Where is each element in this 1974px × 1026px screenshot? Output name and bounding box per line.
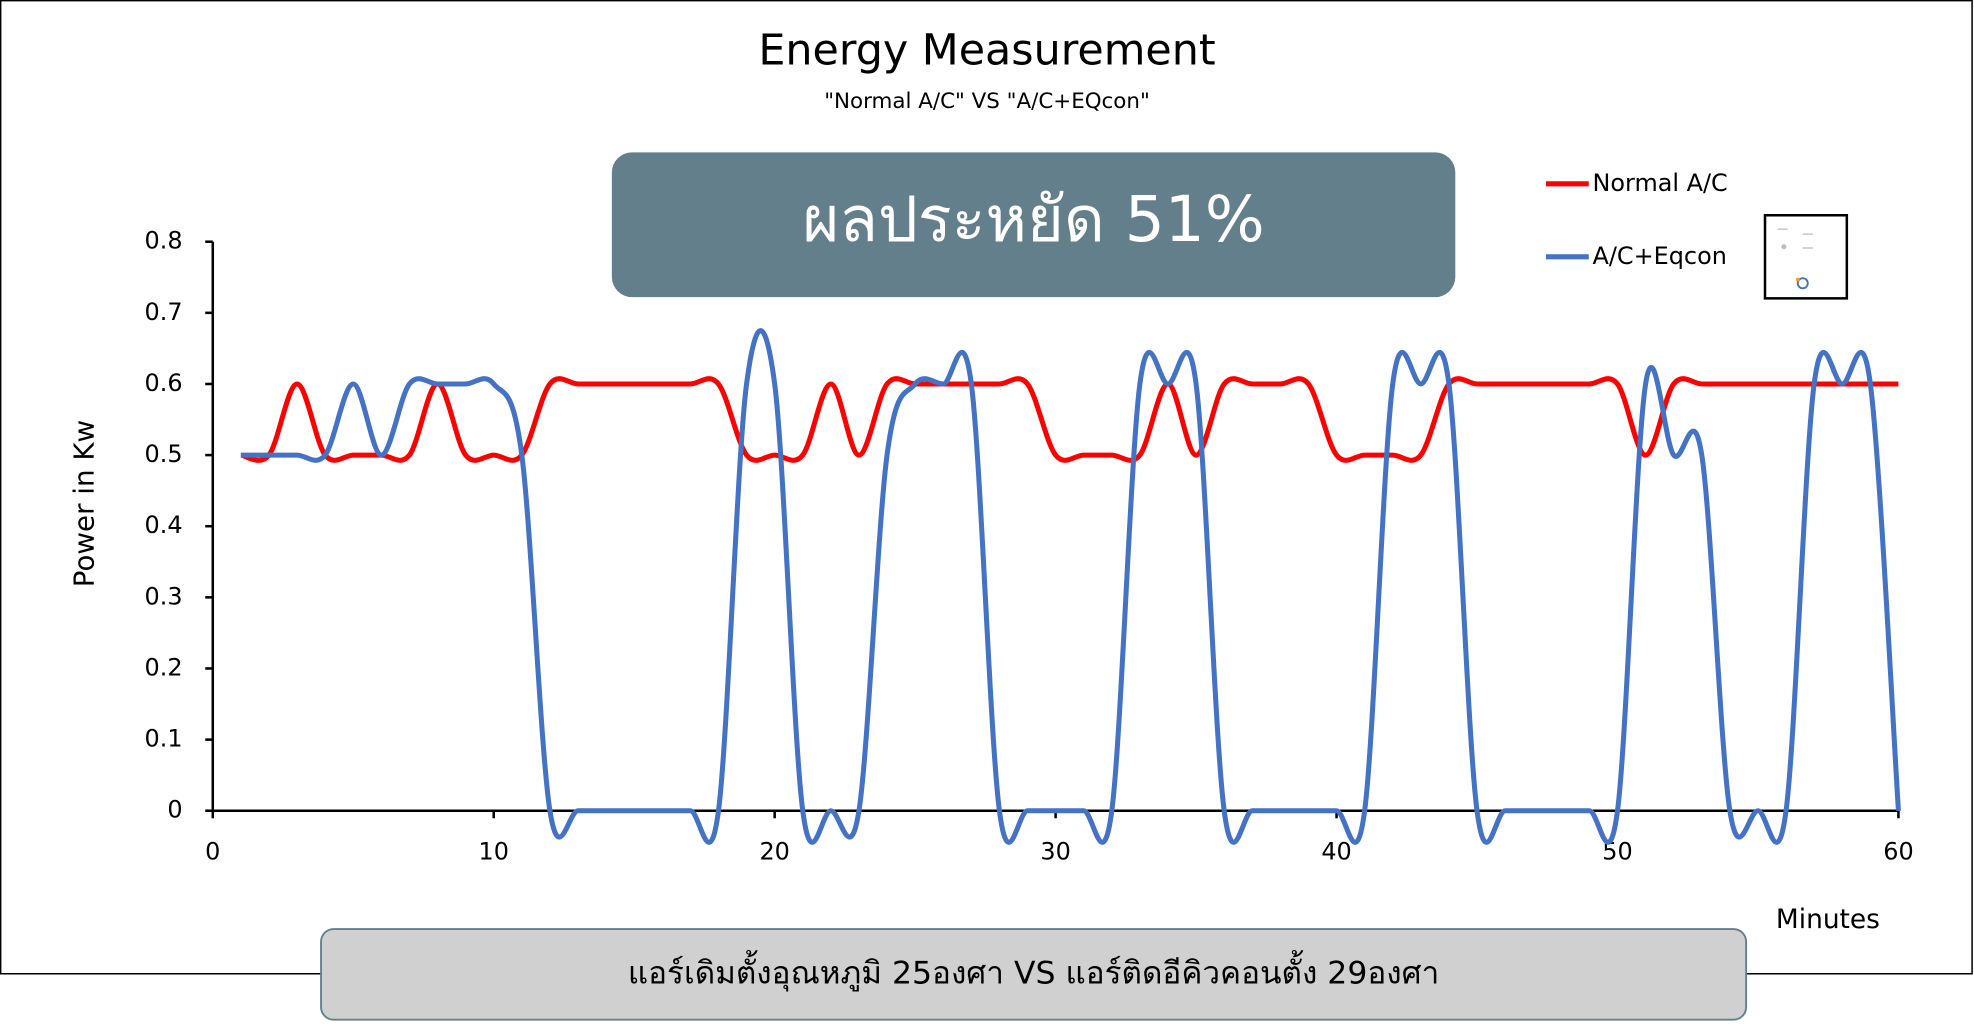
savings-text: ผลประหยัด 51% [803, 183, 1265, 256]
x-tick-label: 60 [1883, 837, 1913, 865]
y-tick-label: 0.5 [145, 440, 183, 468]
y-tick-label: 0.8 [145, 227, 183, 255]
series-line [240, 328, 1901, 845]
series-line [240, 376, 1899, 463]
legend-label: A/C+Eqcon [1593, 242, 1727, 270]
y-tick-label: 0.3 [145, 582, 183, 610]
y-axis-label: Power in Kw [68, 420, 101, 587]
y-tick-label: 0.6 [145, 369, 183, 397]
x-tick-label: 20 [759, 837, 789, 865]
y-tick-label: 0.7 [145, 298, 183, 326]
legend-label: Normal A/C [1593, 169, 1728, 197]
y-tick-label: 0.2 [145, 653, 183, 681]
chart-title: Energy Measurement [758, 25, 1215, 75]
x-tick-label: 40 [1321, 837, 1351, 865]
x-tick-label: 30 [1040, 837, 1070, 865]
y-tick-label: 0 [167, 796, 182, 824]
x-tick-label: 10 [479, 837, 509, 865]
legend-thumbnail [1763, 214, 1849, 300]
chart-subtitle: "Normal A/C" VS "A/C+EQcon" [824, 89, 1150, 114]
x-axis-label: Minutes [1776, 904, 1880, 935]
footnote-text: แอร์เดิมตั้งอุณหภูมิ 25องศา VS แอร์ติดอี… [628, 949, 1439, 992]
y-tick-label: 0.1 [145, 725, 183, 753]
savings-banner [611, 152, 1456, 298]
x-tick-label: 0 [205, 837, 220, 865]
y-tick-label: 0.4 [145, 511, 183, 539]
footnote-box [320, 928, 1748, 1021]
chart-frame [0, 0, 1973, 975]
